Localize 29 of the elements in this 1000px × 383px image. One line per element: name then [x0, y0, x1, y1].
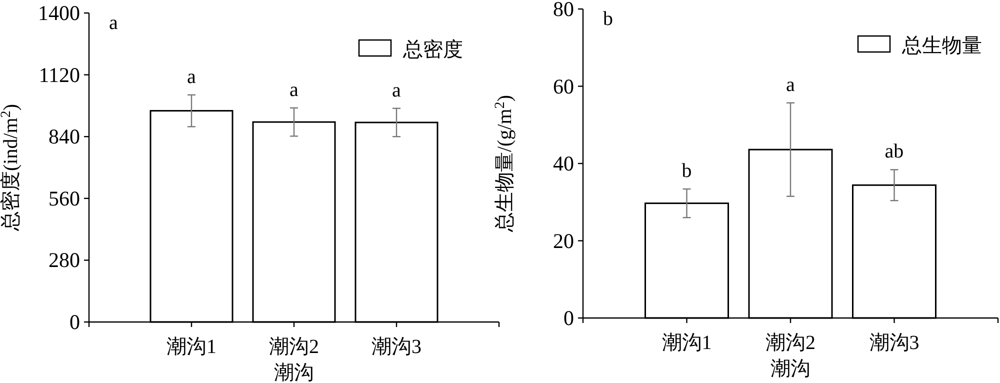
annotation: b	[682, 160, 692, 182]
y-tick-label: 0	[564, 306, 574, 330]
y-tick-label: 0	[70, 310, 80, 334]
y-tick-label: 80	[553, 0, 574, 21]
y-tick-label: 1120	[38, 62, 80, 87]
annotation: a	[392, 79, 402, 102]
x-tick-label: 潮沟1	[662, 332, 712, 354]
y-tick-label: 560	[48, 186, 80, 210]
x-tick-label: 潮沟3	[372, 336, 422, 358]
annotation: a	[290, 78, 299, 101]
x-axis-title: 潮沟	[770, 358, 810, 380]
y-tick-label: 280	[48, 248, 80, 272]
x-tick-label: 潮沟1	[166, 336, 216, 358]
x-tick-label: 潮沟3	[869, 332, 920, 354]
annotation: a	[187, 66, 196, 88]
chart-title: a	[109, 12, 118, 34]
legend-label: 总生物量	[901, 35, 982, 57]
y-tick-label: 40	[553, 152, 574, 176]
y-tick-label: 20	[553, 228, 574, 253]
x-axis-title: 潮沟	[274, 362, 314, 383]
y-tick-label: 60	[553, 74, 574, 98]
annotation: a	[786, 74, 796, 96]
annotation: ab	[884, 140, 904, 163]
x-tick-label: 潮沟2	[766, 332, 816, 354]
y-tick-label: 1400	[38, 1, 80, 25]
legend-label: 总密度	[402, 39, 463, 61]
chart-title: b	[603, 8, 613, 30]
x-tick-label: 潮沟2	[269, 336, 319, 358]
y-tick-label: 840	[48, 124, 80, 149]
